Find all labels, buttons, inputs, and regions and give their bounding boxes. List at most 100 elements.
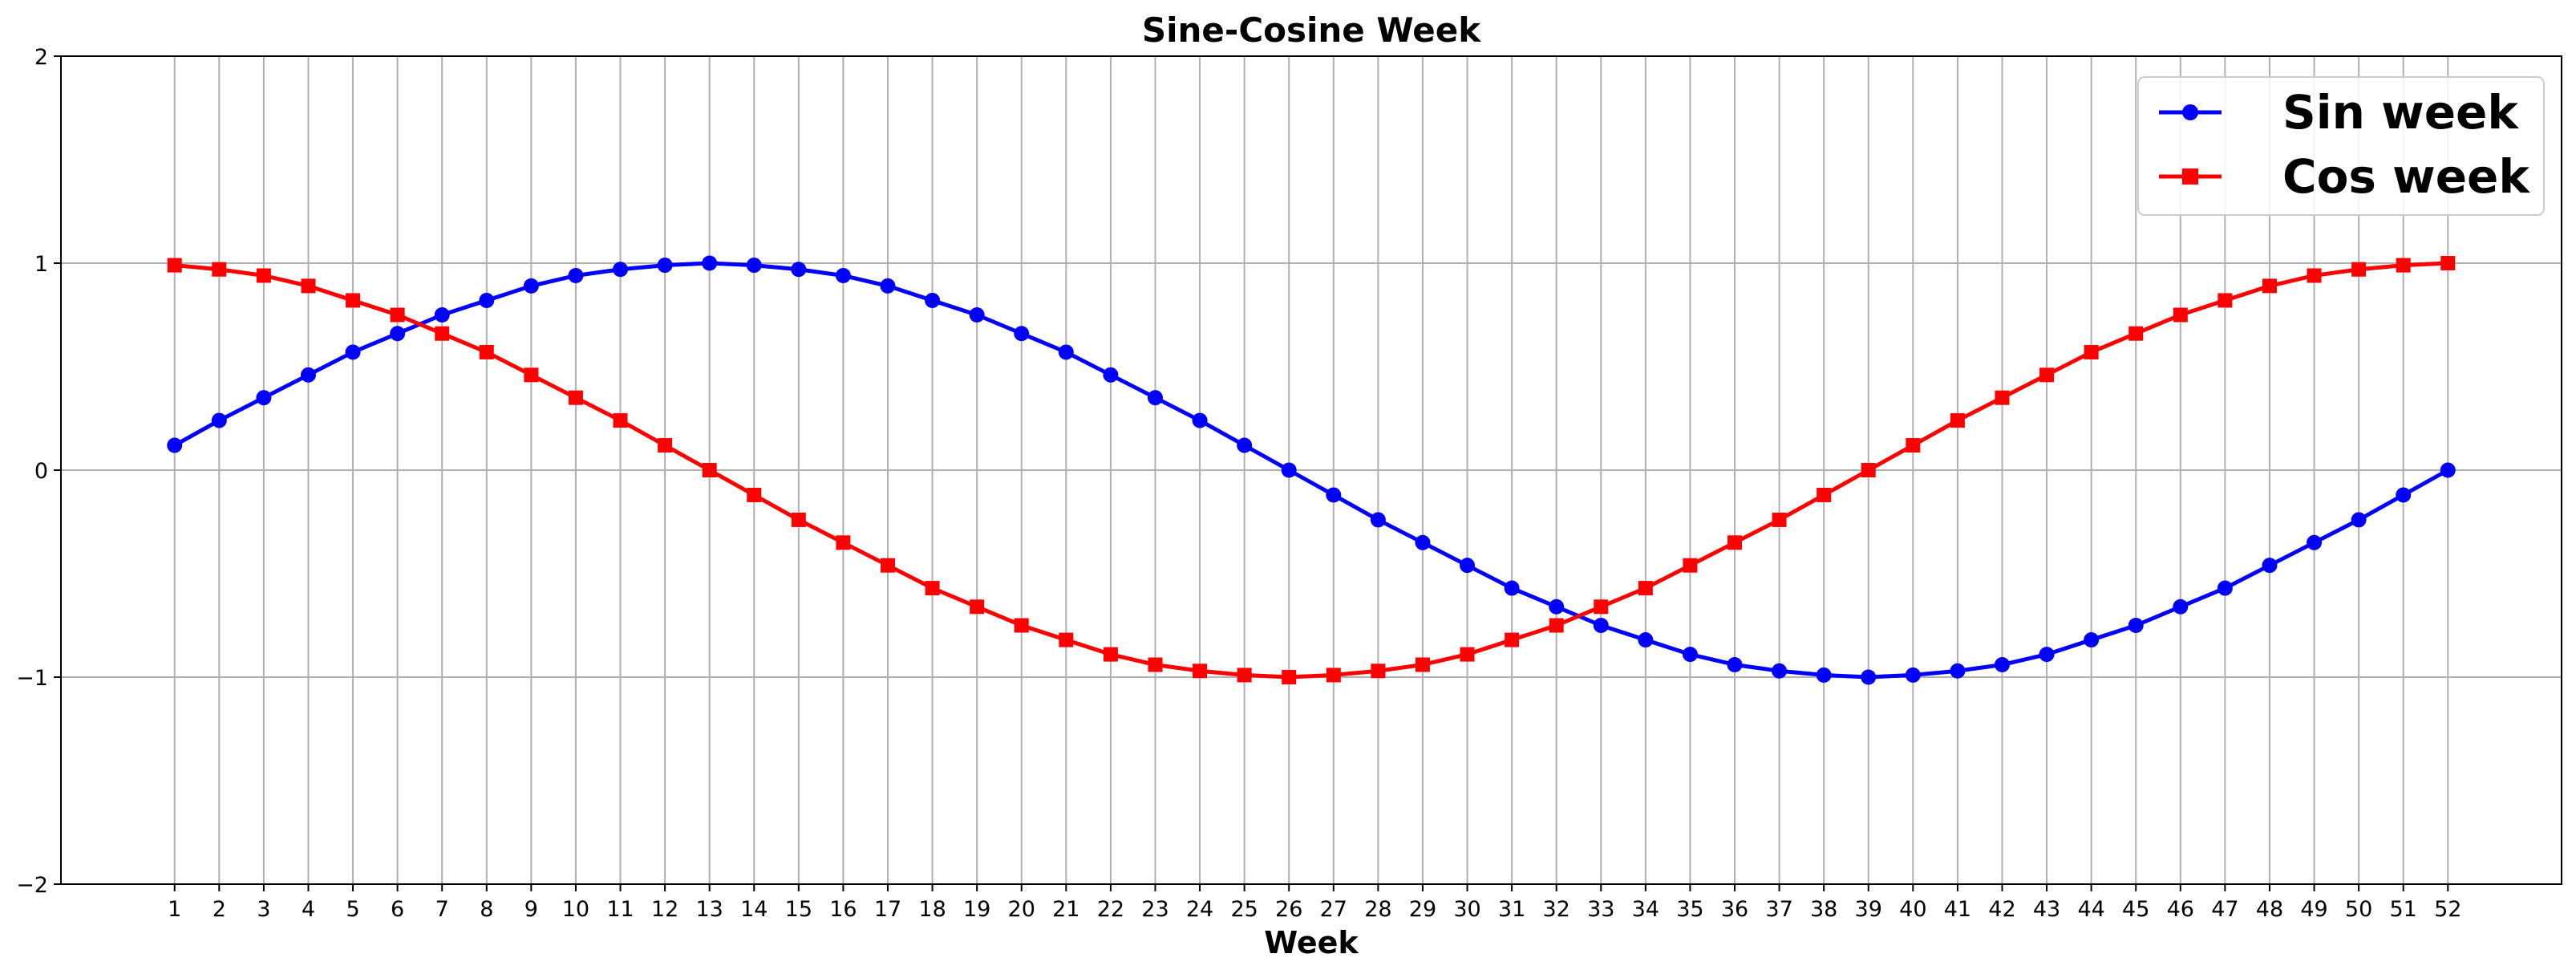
data-point-square bbox=[479, 344, 494, 359]
series-sin-week bbox=[167, 255, 2456, 685]
series-line bbox=[174, 261, 2448, 680]
grid-lines bbox=[61, 55, 2562, 885]
x-tick-label: 4 bbox=[302, 897, 315, 922]
data-point-circle bbox=[523, 278, 539, 294]
data-point-square bbox=[346, 293, 361, 308]
y-tick-label: 1 bbox=[34, 252, 48, 277]
x-tick-label: 38 bbox=[1810, 897, 1837, 922]
y-tick-label: 0 bbox=[34, 459, 48, 484]
legend-marker-square bbox=[2182, 168, 2198, 185]
data-point-circle bbox=[791, 262, 807, 278]
data-point-square bbox=[2128, 326, 2144, 341]
data-point-square bbox=[1103, 647, 1118, 662]
data-point-square bbox=[1282, 670, 1297, 684]
data-point-square bbox=[1014, 618, 1029, 633]
data-point-circle bbox=[568, 267, 584, 283]
x-tick-label: 3 bbox=[257, 897, 270, 922]
data-point-square bbox=[2307, 268, 2322, 283]
x-tick-label: 22 bbox=[1097, 897, 1124, 922]
data-point-circle bbox=[1014, 326, 1030, 342]
data-point-circle bbox=[1593, 618, 1609, 633]
x-tick-label: 51 bbox=[2390, 897, 2417, 922]
x-tick-label: 34 bbox=[1632, 897, 1659, 922]
x-tick-label: 39 bbox=[1855, 897, 1882, 922]
data-point-square bbox=[167, 258, 182, 273]
data-point-square bbox=[1638, 581, 1653, 596]
x-tick-label: 41 bbox=[1944, 897, 1971, 922]
legend-marker-circle bbox=[2182, 104, 2198, 120]
data-point-square bbox=[1906, 438, 1921, 453]
x-tick-label: 23 bbox=[1141, 897, 1169, 922]
data-point-circle bbox=[1192, 412, 1208, 428]
data-point-circle bbox=[479, 292, 495, 308]
data-point-circle bbox=[300, 367, 316, 383]
y-tick-label: 2 bbox=[34, 45, 48, 70]
data-point-circle bbox=[746, 258, 762, 274]
x-tick-label: 26 bbox=[1275, 897, 1302, 922]
x-tick-label: 31 bbox=[1498, 897, 1525, 922]
data-point-circle bbox=[2039, 647, 2055, 663]
x-tick-label: 30 bbox=[1453, 897, 1480, 922]
data-point-square bbox=[1237, 668, 1252, 683]
data-point-circle bbox=[1727, 657, 1743, 673]
x-tick-label: 42 bbox=[1988, 897, 2015, 922]
x-tick-label: 16 bbox=[829, 897, 857, 922]
y-axis-ticks: −2 −1 0 1 2 bbox=[16, 45, 61, 898]
x-tick-label: 15 bbox=[785, 897, 812, 922]
x-tick-label: 20 bbox=[1008, 897, 1035, 922]
x-tick-label: 47 bbox=[2211, 897, 2238, 922]
data-point-square bbox=[524, 367, 539, 383]
data-point-square bbox=[970, 599, 985, 615]
data-point-circle bbox=[1905, 667, 1921, 683]
data-point-square bbox=[1861, 463, 1876, 477]
x-tick-label: 35 bbox=[1676, 897, 1703, 922]
x-tick-label: 37 bbox=[1765, 897, 1792, 922]
chart-title: Sine-Cosine Week bbox=[1142, 10, 1481, 50]
data-point-square bbox=[1193, 664, 1208, 679]
x-tick-label: 13 bbox=[695, 897, 723, 922]
data-point-square bbox=[2440, 256, 2456, 270]
x-tick-label: 18 bbox=[918, 897, 946, 922]
x-tick-label: 40 bbox=[1899, 897, 1926, 922]
y-tick-label: −2 bbox=[16, 873, 48, 898]
data-point-circle bbox=[2217, 580, 2233, 596]
data-point-circle bbox=[1370, 512, 1386, 528]
x-tick-label: 7 bbox=[435, 897, 449, 922]
data-point-square bbox=[1059, 632, 1074, 647]
data-point-square bbox=[613, 413, 628, 428]
series-layer bbox=[167, 255, 2456, 685]
data-point-square bbox=[2351, 262, 2367, 277]
data-point-circle bbox=[390, 326, 406, 342]
data-point-circle bbox=[1950, 663, 1966, 679]
data-point-circle bbox=[2173, 599, 2189, 615]
legend-label: Sin week bbox=[2282, 85, 2519, 140]
data-point-square bbox=[1326, 668, 1341, 683]
data-point-square bbox=[1371, 664, 1386, 679]
x-tick-label: 8 bbox=[480, 897, 493, 922]
x-tick-label: 49 bbox=[2300, 897, 2327, 922]
data-point-circle bbox=[702, 255, 718, 271]
data-point-circle bbox=[969, 307, 985, 323]
x-tick-label: 5 bbox=[346, 897, 359, 922]
x-tick-label: 45 bbox=[2122, 897, 2149, 922]
data-point-square bbox=[568, 390, 583, 405]
data-point-square bbox=[747, 487, 762, 502]
x-tick-label: 33 bbox=[1587, 897, 1614, 922]
data-point-circle bbox=[2440, 462, 2456, 478]
legend: Sin week Cos week bbox=[2137, 76, 2545, 216]
data-point-square bbox=[1772, 512, 1787, 527]
x-tick-label: 52 bbox=[2434, 897, 2461, 922]
data-point-square bbox=[702, 463, 717, 477]
data-point-square bbox=[1683, 558, 1698, 573]
data-point-circle bbox=[1816, 667, 1832, 683]
data-point-square bbox=[1415, 657, 1430, 672]
x-tick-label: 25 bbox=[1230, 897, 1258, 922]
data-point-square bbox=[2262, 278, 2277, 294]
data-point-circle bbox=[1861, 669, 1877, 685]
data-point-circle bbox=[1147, 390, 1163, 406]
data-point-circle bbox=[1326, 487, 1342, 503]
legend-label: Cos week bbox=[2282, 149, 2530, 204]
x-axis-ticks: 1 2 3 4 5 6 7 8 9 10 11 12 13 14 15 16 17 18 19 20 21 22 23 24 2… bbox=[168, 884, 2461, 922]
x-tick-label: 27 bbox=[1320, 897, 1347, 922]
